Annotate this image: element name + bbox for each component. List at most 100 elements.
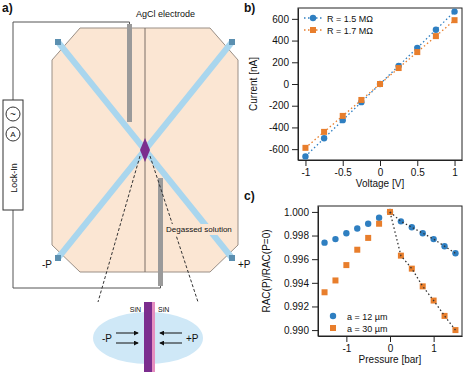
y-tick-mark <box>292 106 298 107</box>
data-point <box>302 153 308 159</box>
y-axis: -600-400-2000200400600 <box>269 9 299 161</box>
x-tick: 0 <box>388 336 394 354</box>
data-point <box>433 33 439 39</box>
panel-label: a) <box>2 1 13 15</box>
meter-label: A <box>10 130 16 139</box>
data-point <box>414 49 420 55</box>
y-tick: 0.992 <box>284 301 318 312</box>
data-point <box>343 262 349 268</box>
legend-label: R = 1.5 MΩ <box>327 14 373 24</box>
y-axis-line <box>318 207 319 337</box>
meter-symbol <box>6 127 20 141</box>
y-tick-mark <box>292 19 298 20</box>
y-axis-line <box>298 9 299 161</box>
data-point <box>377 81 383 87</box>
data-point <box>451 8 457 14</box>
x-tick-label: 1 <box>452 167 458 178</box>
x-tick-mark <box>417 160 418 166</box>
y-tick: 0.994 <box>284 278 318 289</box>
data-point <box>321 129 327 135</box>
data-point <box>409 266 415 272</box>
legend-label: R = 1.7 MΩ <box>327 26 373 36</box>
inset: SiNSiN-P+P <box>93 302 203 372</box>
y-tick-label: -400 <box>269 122 289 133</box>
port <box>229 39 235 45</box>
source-label: ~ <box>10 109 16 120</box>
y-tick-mark <box>312 330 318 331</box>
series-line <box>305 12 454 157</box>
lock-in-label: Lock-In <box>9 163 19 193</box>
x-tick-label: -1 <box>342 343 351 354</box>
legend-item: a = 12 µm <box>330 312 388 322</box>
y-tick-label: 600 <box>272 14 289 25</box>
data-point <box>420 283 426 289</box>
plot-area <box>302 8 457 159</box>
y-tick-label: -600 <box>269 144 289 155</box>
legend-item: R = 1.7 MΩ <box>304 26 373 36</box>
data-point <box>365 221 371 227</box>
y-axis: 0.9900.9920.9940.9960.9981.000 <box>284 207 319 337</box>
membrane-layer <box>152 302 155 372</box>
data-point <box>354 247 360 253</box>
y-tick-label: 0.998 <box>284 230 309 241</box>
zoom-line <box>98 156 140 302</box>
membrane-label: SiN <box>130 306 141 313</box>
y-tick-label: 1.000 <box>284 207 309 218</box>
pressure-label: -P <box>102 333 112 344</box>
x-tick: -1 <box>342 336 351 354</box>
data-point <box>321 135 327 141</box>
panel-label: b) <box>244 1 255 15</box>
y-tick: 600 <box>272 14 298 25</box>
series-line <box>390 212 455 253</box>
pressure-arrow <box>116 333 138 334</box>
pressure-arrow <box>160 333 182 334</box>
port <box>55 255 61 261</box>
chip <box>52 28 238 272</box>
data-point <box>377 81 383 87</box>
data-point <box>343 230 349 236</box>
x-tick: -0.5 <box>335 160 353 178</box>
x-tick-label: 0.5 <box>411 167 425 178</box>
membrane <box>140 138 150 162</box>
y-axis-title: RAC(P)/RAC(P=0) <box>261 229 272 312</box>
y-tick-label: 0.990 <box>284 325 309 336</box>
x-tick: -1 <box>302 160 311 178</box>
label-patch <box>165 224 233 235</box>
y-tick-mark <box>292 127 298 128</box>
y-tick-label: 400 <box>272 35 289 46</box>
y-tick: -600 <box>269 144 298 155</box>
legend-marker <box>330 313 336 319</box>
x-tick: 1 <box>431 336 437 354</box>
data-point <box>433 27 439 33</box>
x-tick: 0 <box>378 160 384 178</box>
y-tick-mark <box>312 212 318 213</box>
outlet-label: +P <box>238 259 251 270</box>
series-line <box>305 20 454 148</box>
y-tick: 200 <box>272 57 298 68</box>
pressure-label: +P <box>186 333 199 344</box>
plot-frame <box>298 8 462 160</box>
x-tick-label: 0 <box>378 167 384 178</box>
x-tick-mark <box>455 160 456 166</box>
y-tick: 0.990 <box>284 325 318 336</box>
x-tick-mark <box>343 160 344 166</box>
x-tick-mark <box>390 336 391 342</box>
data-point <box>430 236 436 242</box>
y-tick-label: 200 <box>272 57 289 68</box>
x-tick-label: 1 <box>431 343 437 354</box>
legend-label: a = 12 µm <box>347 312 387 322</box>
y-tick-label: -200 <box>269 100 289 111</box>
y-axis-title: Current [nA] <box>248 57 259 111</box>
diagram: a)~ALock-InAgCl electrode-P+PDegassed so… <box>2 1 251 372</box>
data-point <box>332 277 338 283</box>
y-tick: 1.000 <box>284 207 318 218</box>
x-tick-mark <box>434 336 435 342</box>
y-tick-mark <box>292 84 298 85</box>
panel-label: c) <box>244 189 255 203</box>
plot-area <box>321 209 458 333</box>
x-axis-title: Pressure [bar] <box>359 354 422 365</box>
y-tick-label: 0.994 <box>284 278 309 289</box>
pressure-arrow <box>160 343 182 344</box>
y-tick: 0.998 <box>284 230 318 241</box>
x-axis: -1 0 1 <box>319 336 463 354</box>
